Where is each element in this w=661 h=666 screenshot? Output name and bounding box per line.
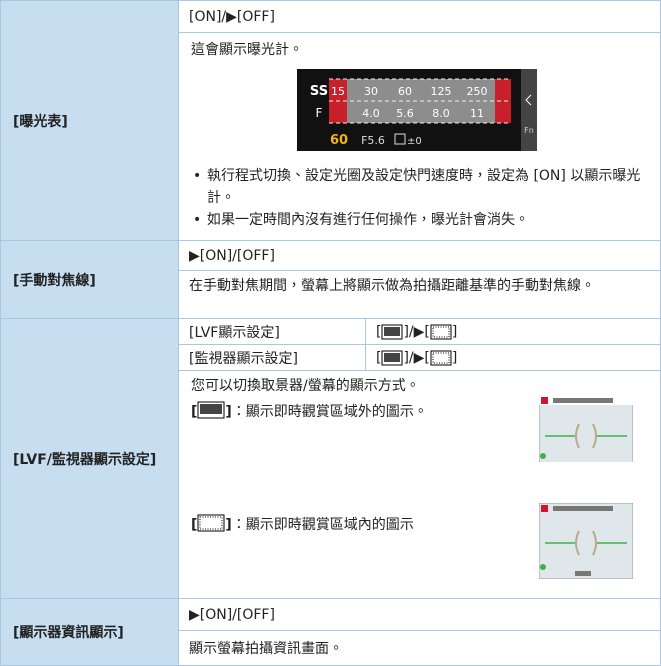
description: 在手動對焦期間，螢幕上將顯示做為拍攝距離基準的手動對焦線。 xyxy=(178,270,661,319)
meter-f-value: 5.6 xyxy=(396,107,414,120)
description-cell: 您可以切換取景器/螢幕的顯示方式。 []：顯示即時觀賞區域外的圖示。 []：顯示… xyxy=(178,370,661,599)
bracket: ] xyxy=(225,517,232,533)
description: 這會顯示曝光計。 xyxy=(191,42,303,58)
bracket: ] xyxy=(451,323,458,340)
row-label: [曝光表] xyxy=(0,0,179,241)
inside-icon xyxy=(197,514,225,532)
option: []：顯示即時觀賞區域外的圖示。 xyxy=(191,401,428,421)
fn-label: Fn xyxy=(524,126,534,135)
side-tab xyxy=(521,69,537,151)
bracket: [ xyxy=(376,349,382,366)
meter-f-value: 4.0 xyxy=(362,107,380,120)
meter-shutter: 60 xyxy=(330,133,348,148)
option-desc: ：顯示即時觀賞區域內的圖示 xyxy=(231,517,414,533)
row-label: [顯示器資訊顯示] xyxy=(0,598,179,666)
inside-icon xyxy=(430,350,452,365)
bracket: ] xyxy=(451,349,458,366)
description: 顯示螢幕拍攝資訊畫面。 xyxy=(178,630,661,666)
bracket: ]/▶[ xyxy=(403,349,430,366)
sub-setting-name: [LVF顯示設定] xyxy=(178,318,366,345)
bracket: ]/▶[ xyxy=(403,323,430,340)
sub-setting-value: [ ]/▶[] xyxy=(365,318,661,345)
outside-icon xyxy=(381,324,403,339)
meter-ss-value: 60 xyxy=(398,85,412,98)
exposure-icon xyxy=(394,133,406,145)
inside-icon xyxy=(430,324,452,339)
bracket: [ xyxy=(191,517,198,533)
setting-value: ▶[ON]/[OFF] xyxy=(178,240,661,271)
option-desc: ：顯示即時觀賞區域外的圖示。 xyxy=(231,404,428,420)
meter-ss-value: 15 xyxy=(331,85,345,98)
description: 您可以切換取景器/螢幕的顯示方式。 xyxy=(191,378,420,394)
exposure-meter: SS F 15 30 60 125 250 4.0 5.6 8.0 11 60 F5.6 ±0… xyxy=(297,69,537,151)
row-label: [手動對焦線] xyxy=(0,240,179,319)
description-cell: 這會顯示曝光計。 SS F 15 30 60 125 250 4.0 5.6 8.0 11 6… xyxy=(178,32,661,241)
bracket: ] xyxy=(225,404,232,420)
bullet-list: 執行程式切換、設定光圈及設定快門速度時，設定為 [ON] 以顯示曝光計。 如果一… xyxy=(191,165,646,231)
meter-ss-label: SS xyxy=(310,84,328,99)
meter-f-label: F xyxy=(316,106,323,120)
screen-preview xyxy=(539,503,633,579)
meter-exposure: ±0 xyxy=(407,136,422,147)
bracket: [ xyxy=(376,323,382,340)
option: []：顯示即時觀賞區域內的圖示 xyxy=(191,514,414,534)
meter-ss-value: 30 xyxy=(364,85,378,98)
meter-red xyxy=(495,79,511,123)
screen-preview xyxy=(539,396,633,470)
bracket: [ xyxy=(191,404,198,420)
back-arrow xyxy=(525,94,532,106)
row-label: [LVF/監視器顯示設定] xyxy=(0,318,179,599)
sub-setting-name: [監視器顯示設定] xyxy=(178,344,366,371)
bullet: 如果一定時間內沒有進行任何操作，曝光計會消失。 xyxy=(191,209,646,231)
meter-f-value: 8.0 xyxy=(432,107,450,120)
setting-value: ▶[ON]/[OFF] xyxy=(178,598,661,631)
meter-aperture: F5.6 xyxy=(361,134,385,147)
meter-f-value: 11 xyxy=(470,107,484,120)
sub-setting-value: [ ]/▶[] xyxy=(365,344,661,371)
meter-ss-value: 250 xyxy=(467,85,488,98)
outside-icon xyxy=(381,350,403,365)
meter-ss-value: 125 xyxy=(431,85,452,98)
setting-value: [ON]/▶[OFF] xyxy=(178,0,661,33)
bullet: 執行程式切換、設定光圈及設定快門速度時，設定為 [ON] 以顯示曝光計。 xyxy=(191,165,646,209)
outside-icon xyxy=(197,401,225,419)
